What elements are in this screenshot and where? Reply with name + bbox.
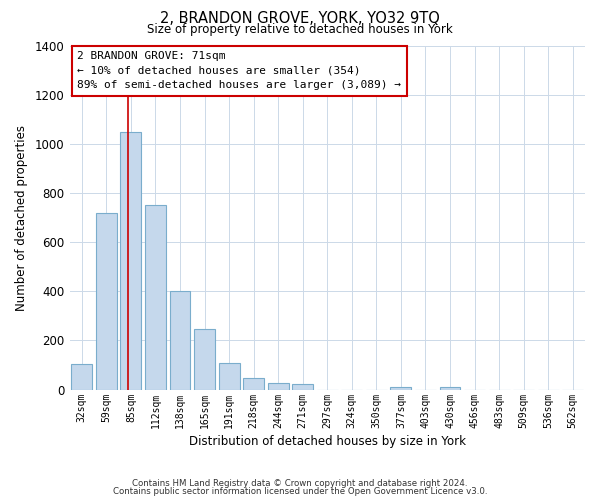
Bar [121,132,142,390]
Bar [268,382,289,390]
Text: Contains public sector information licensed under the Open Government Licence v3: Contains public sector information licen… [113,487,487,496]
Bar [170,292,190,390]
Text: Size of property relative to detached houses in York: Size of property relative to detached ho… [147,22,453,36]
Text: 2 BRANDON GROVE: 71sqm
← 10% of detached houses are smaller (354)
89% of semi-de: 2 BRANDON GROVE: 71sqm ← 10% of detached… [77,51,401,90]
Y-axis label: Number of detached properties: Number of detached properties [15,125,28,311]
Bar [71,364,92,390]
Bar [440,386,460,390]
Bar [145,206,166,390]
Bar [391,386,412,390]
Bar [194,330,215,390]
X-axis label: Distribution of detached houses by size in York: Distribution of detached houses by size … [189,434,466,448]
Bar [218,362,239,390]
Bar [243,378,264,390]
Text: 2, BRANDON GROVE, YORK, YO32 9TQ: 2, BRANDON GROVE, YORK, YO32 9TQ [160,11,440,26]
Bar [292,384,313,390]
Text: Contains HM Land Registry data © Crown copyright and database right 2024.: Contains HM Land Registry data © Crown c… [132,478,468,488]
Bar [96,213,117,390]
